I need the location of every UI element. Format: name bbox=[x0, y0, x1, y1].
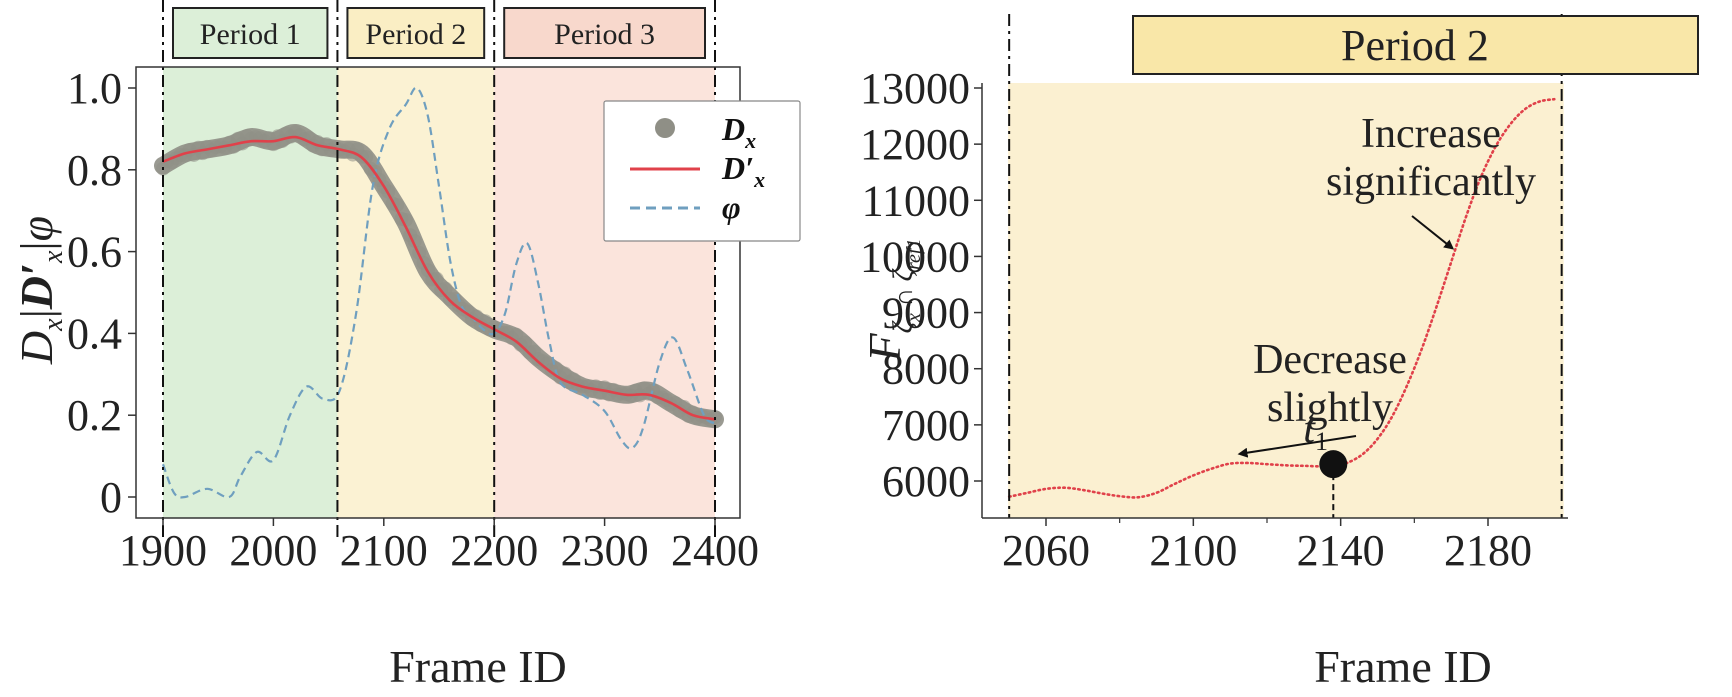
annotation-decrease-line1: Decrease bbox=[1253, 337, 1407, 383]
left-x-axis-ticks: 1900 2000 2100 2200 2300 2400 bbox=[119, 518, 759, 575]
x-tick-label: 2400 bbox=[671, 526, 759, 575]
svg-text:Dx|D′x|φ: Dx|D′x|φ bbox=[11, 216, 69, 365]
right-y-tick-label: 6000 bbox=[882, 457, 970, 506]
annotation-decrease-line2: slightly bbox=[1267, 385, 1393, 431]
series-dx-point bbox=[359, 150, 374, 165]
right-x-tick-label: 2180 bbox=[1444, 526, 1532, 575]
annotation-increase-line1: Increase bbox=[1361, 111, 1501, 157]
right-period-band bbox=[1008, 83, 1564, 518]
x-tick-label: 2200 bbox=[450, 526, 538, 575]
x-tick-label: 2300 bbox=[561, 526, 649, 575]
x-tick-label: 2100 bbox=[340, 526, 428, 575]
series-dx-point bbox=[398, 212, 413, 227]
left-plot-frame bbox=[135, 66, 741, 519]
annotation-decrease-arrow bbox=[1237, 435, 1357, 458]
period-label-box-2 bbox=[346, 7, 486, 59]
annotation-increase-arrow bbox=[1411, 215, 1455, 250]
right-y-tick-label: 12000 bbox=[860, 120, 970, 169]
right-series-line bbox=[1007, 97, 1556, 499]
left-y-axis-label: Dx|D′x|φ bbox=[11, 216, 69, 365]
period-label-box-3 bbox=[503, 7, 707, 59]
legend-marker-dx bbox=[655, 118, 675, 138]
left-y-axis-ticks: 0 0.2 0.4 0.6 0.8 1.0 bbox=[67, 64, 136, 522]
right-period-label: Period 2 bbox=[1341, 21, 1489, 70]
right-y-tick-label: 13000 bbox=[860, 64, 970, 113]
period-label-3: Period 3 bbox=[554, 18, 655, 51]
right-y-tick-label: 11000 bbox=[862, 176, 970, 225]
series-dpx-line bbox=[162, 135, 716, 421]
right-y-axis-ticks: 6000 7000 8000 9000 10000 11000 12000 13000 bbox=[860, 64, 982, 506]
left-series-layer bbox=[154, 86, 724, 499]
annotation-increase-line2: significantly bbox=[1326, 159, 1536, 205]
period-label-1: Period 1 bbox=[200, 18, 301, 51]
period-label-2: Period 2 bbox=[365, 18, 466, 51]
series-dpx bbox=[162, 135, 716, 421]
right-x-axis-label: Frame ID bbox=[1314, 641, 1492, 692]
y-tick-label: 0.2 bbox=[67, 391, 122, 440]
y-tick-label: 0.6 bbox=[67, 228, 122, 277]
right-y-tick-label: 10000 bbox=[860, 232, 970, 281]
t1-marker bbox=[1319, 450, 1348, 479]
right-period-background bbox=[1008, 83, 1564, 518]
legend-label-3: φ bbox=[722, 189, 741, 225]
left-x-axis-label: Frame ID bbox=[389, 641, 567, 692]
series-phi bbox=[161, 86, 716, 499]
left-period-dividers bbox=[162, 0, 716, 540]
legend-label-2: D′x bbox=[721, 150, 765, 192]
legend-label-1: Dx bbox=[721, 111, 756, 153]
series-phi-line bbox=[161, 86, 716, 499]
period-label-box-1 bbox=[172, 7, 329, 59]
right-period-dividers bbox=[1008, 14, 1563, 518]
right-x-axis-ticks: 2060 2100 2140 2180 bbox=[1002, 518, 1532, 575]
right-x-tick-label: 2100 bbox=[1149, 526, 1237, 575]
x-tick-label: 1900 bbox=[119, 526, 207, 575]
right-y-tick-label: 9000 bbox=[882, 289, 970, 338]
svg-text:Fζx ∩ ζref1: Fζx ∩ ζref1 bbox=[859, 239, 925, 363]
right-x-tick-label: 2060 bbox=[1002, 526, 1090, 575]
y-tick-label: 0 bbox=[100, 473, 122, 522]
right-y-tick-label: 7000 bbox=[882, 401, 970, 450]
right-y-axis-label: Fζx ∩ ζref1 bbox=[859, 239, 925, 363]
right-period-box: Period 2 bbox=[1132, 15, 1699, 75]
right-period-label-box bbox=[1132, 15, 1699, 75]
right-x-tick-label: 2140 bbox=[1297, 526, 1385, 575]
legend: DxD′xφ bbox=[603, 100, 801, 242]
right-plot-frame bbox=[981, 83, 1568, 519]
y-tick-label: 0.8 bbox=[67, 146, 122, 195]
period-band-2 bbox=[337, 67, 495, 518]
x-tick-label: 2000 bbox=[229, 526, 317, 575]
y-tick-label: 1.0 bbox=[67, 64, 122, 113]
y-tick-label: 0.4 bbox=[67, 309, 122, 358]
legend-box bbox=[603, 100, 801, 242]
right-y-tick-label: 8000 bbox=[882, 345, 970, 394]
left-period-boxes: Period 1 Period 2 Period 3 bbox=[172, 7, 707, 59]
left-chart: Period 1 Period 2 Period 3 1900 2000 2100 220… bbox=[11, 0, 801, 692]
